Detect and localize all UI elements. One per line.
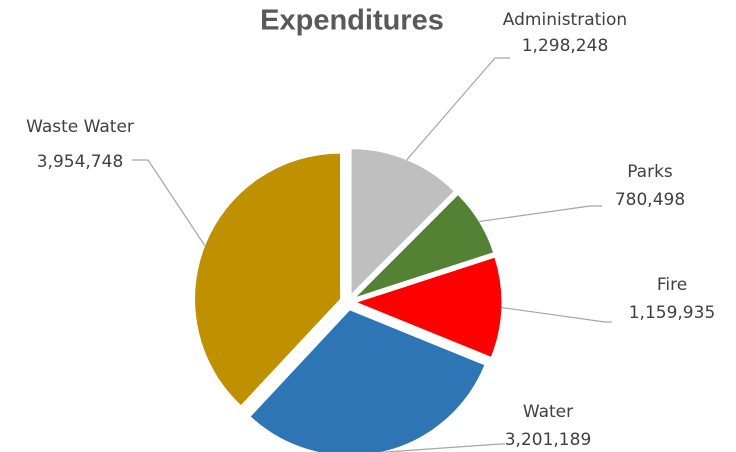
pie-slice xyxy=(350,148,455,296)
leader-line xyxy=(132,159,206,246)
slice-value: 3,201,189 xyxy=(505,430,592,450)
leader-line xyxy=(479,205,602,223)
slice-value: 1,159,935 xyxy=(629,303,716,323)
pie-slice xyxy=(354,193,495,299)
slice-label: Parks xyxy=(627,162,673,182)
pie-slice xyxy=(354,256,503,359)
chart-title: Expenditures xyxy=(260,5,444,37)
leader-line xyxy=(501,306,612,323)
slice-label: Waste Water xyxy=(26,117,134,137)
slice-label: Water xyxy=(523,402,573,422)
leader-line xyxy=(406,57,510,161)
leader-line xyxy=(381,443,505,452)
slice-value: 780,498 xyxy=(615,190,685,210)
slice-value: 3,954,748 xyxy=(37,152,124,172)
pie-slice xyxy=(194,152,342,407)
slice-value: 1,298,248 xyxy=(522,36,609,56)
slice-label: Administration xyxy=(503,10,627,30)
pie-slice xyxy=(249,309,486,452)
slice-label: Fire xyxy=(657,275,687,295)
